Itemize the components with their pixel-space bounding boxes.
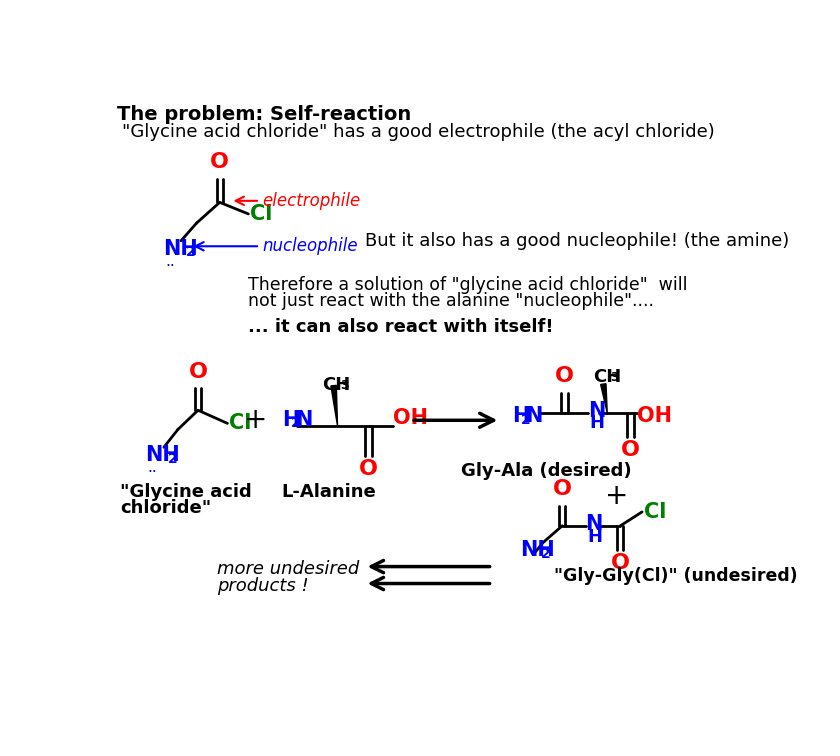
Text: +: + xyxy=(605,482,628,510)
Text: OH: OH xyxy=(637,407,672,426)
Text: Cl: Cl xyxy=(643,502,666,522)
Text: The problem: Self-reaction: The problem: Self-reaction xyxy=(117,104,411,123)
Text: Cl: Cl xyxy=(229,414,251,433)
Text: CH: CH xyxy=(593,368,622,386)
Text: H: H xyxy=(512,407,529,426)
Text: H: H xyxy=(587,528,602,546)
Text: electrophile: electrophile xyxy=(262,192,360,210)
Text: "Glycine acid: "Glycine acid xyxy=(120,483,252,501)
Text: "Gly-Gly(Cl)" (undesired): "Gly-Gly(Cl)" (undesired) xyxy=(554,566,798,584)
Text: O: O xyxy=(553,479,572,499)
Text: N: N xyxy=(585,514,603,534)
Text: Cl: Cl xyxy=(250,204,272,224)
Text: ··: ·· xyxy=(165,259,176,274)
Text: NH: NH xyxy=(145,445,180,465)
Text: not just react with the alanine "nucleophile"....: not just react with the alanine "nucleop… xyxy=(249,293,654,311)
Text: CH: CH xyxy=(322,376,350,394)
Text: O: O xyxy=(359,459,378,479)
Text: ... it can also react with itself!: ... it can also react with itself! xyxy=(249,318,554,336)
Text: O: O xyxy=(621,439,640,460)
Text: NH: NH xyxy=(163,239,198,259)
Text: 2: 2 xyxy=(521,413,531,426)
Polygon shape xyxy=(331,386,338,426)
Polygon shape xyxy=(601,384,607,413)
Text: 2: 2 xyxy=(291,417,301,430)
Text: L-Alanine: L-Alanine xyxy=(281,483,376,501)
Text: "Glycine acid chloride" has a good electrophile (the acyl chloride): "Glycine acid chloride" has a good elect… xyxy=(122,123,715,141)
Text: N: N xyxy=(295,411,312,430)
Text: Gly-Ala (desired): Gly-Ala (desired) xyxy=(461,462,632,480)
Text: But it also has a good nucleophile! (the amine): But it also has a good nucleophile! (the… xyxy=(365,232,789,250)
Text: more undesired: more undesired xyxy=(218,560,360,578)
Text: H: H xyxy=(281,411,299,430)
Text: 2: 2 xyxy=(186,246,196,259)
Text: N: N xyxy=(525,407,543,426)
Text: nucleophile: nucleophile xyxy=(262,237,358,256)
Text: O: O xyxy=(210,153,229,172)
Text: Therefore a solution of "glycine acid chloride"  will: Therefore a solution of "glycine acid ch… xyxy=(249,275,688,293)
Text: O: O xyxy=(611,553,630,573)
Text: 2: 2 xyxy=(541,547,550,561)
Text: O: O xyxy=(188,362,207,382)
Text: OH: OH xyxy=(393,408,428,428)
Text: 2: 2 xyxy=(168,452,177,466)
Text: H: H xyxy=(590,414,604,432)
Text: NH: NH xyxy=(520,541,554,560)
Text: products !: products ! xyxy=(218,578,309,596)
Text: +: + xyxy=(244,406,268,434)
Text: O: O xyxy=(555,366,574,386)
Text: chloride": chloride" xyxy=(120,499,212,517)
Text: N: N xyxy=(588,401,605,421)
Text: ··: ·· xyxy=(148,465,157,480)
Text: 3: 3 xyxy=(611,371,619,384)
Text: 3: 3 xyxy=(340,379,349,392)
